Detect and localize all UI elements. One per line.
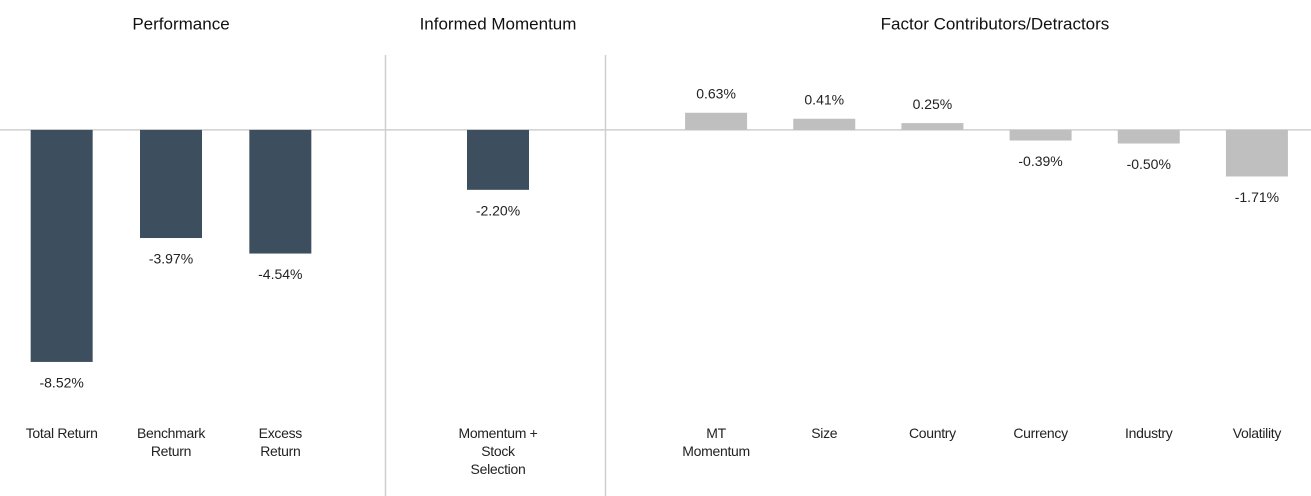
- bar: [1009, 129, 1072, 141]
- bar: [467, 129, 529, 190]
- bar: [793, 118, 856, 130]
- category-label: Currency: [1013, 425, 1068, 441]
- value-label: -8.52%: [39, 375, 83, 391]
- bar: [30, 129, 93, 362]
- bar: [140, 129, 202, 239]
- panel-title: Factor Contributors/Detractors: [881, 14, 1110, 33]
- value-label: 0.25%: [913, 96, 953, 112]
- category-label: Total Return: [25, 425, 98, 441]
- value-label: -4.54%: [258, 266, 302, 282]
- bar: [901, 123, 964, 130]
- category-label: Excess Return: [258, 425, 303, 459]
- category-label: MT Momentum: [682, 425, 750, 459]
- value-label: -2.20%: [476, 203, 520, 219]
- value-label: -0.50%: [1127, 156, 1171, 172]
- bar: [249, 129, 312, 254]
- value-label: 0.63%: [696, 85, 736, 101]
- panel-title: Informed Momentum: [420, 14, 577, 33]
- bar: [1225, 129, 1288, 177]
- value-label: -0.39%: [1018, 153, 1062, 169]
- bar: [685, 112, 748, 130]
- category-label: Benchmark Return: [136, 425, 206, 459]
- category-label: Industry: [1125, 425, 1173, 441]
- category-label: Size: [811, 425, 838, 441]
- value-label: 0.41%: [804, 91, 844, 107]
- panel-title: Performance: [132, 14, 229, 33]
- value-label: -3.97%: [149, 251, 193, 267]
- category-label: Volatility: [1232, 425, 1282, 441]
- bar: [1117, 129, 1180, 144]
- category-label: Country: [908, 425, 956, 441]
- category-label: Momentum + Stock Selection: [458, 425, 538, 477]
- value-label: -1.71%: [1235, 189, 1279, 205]
